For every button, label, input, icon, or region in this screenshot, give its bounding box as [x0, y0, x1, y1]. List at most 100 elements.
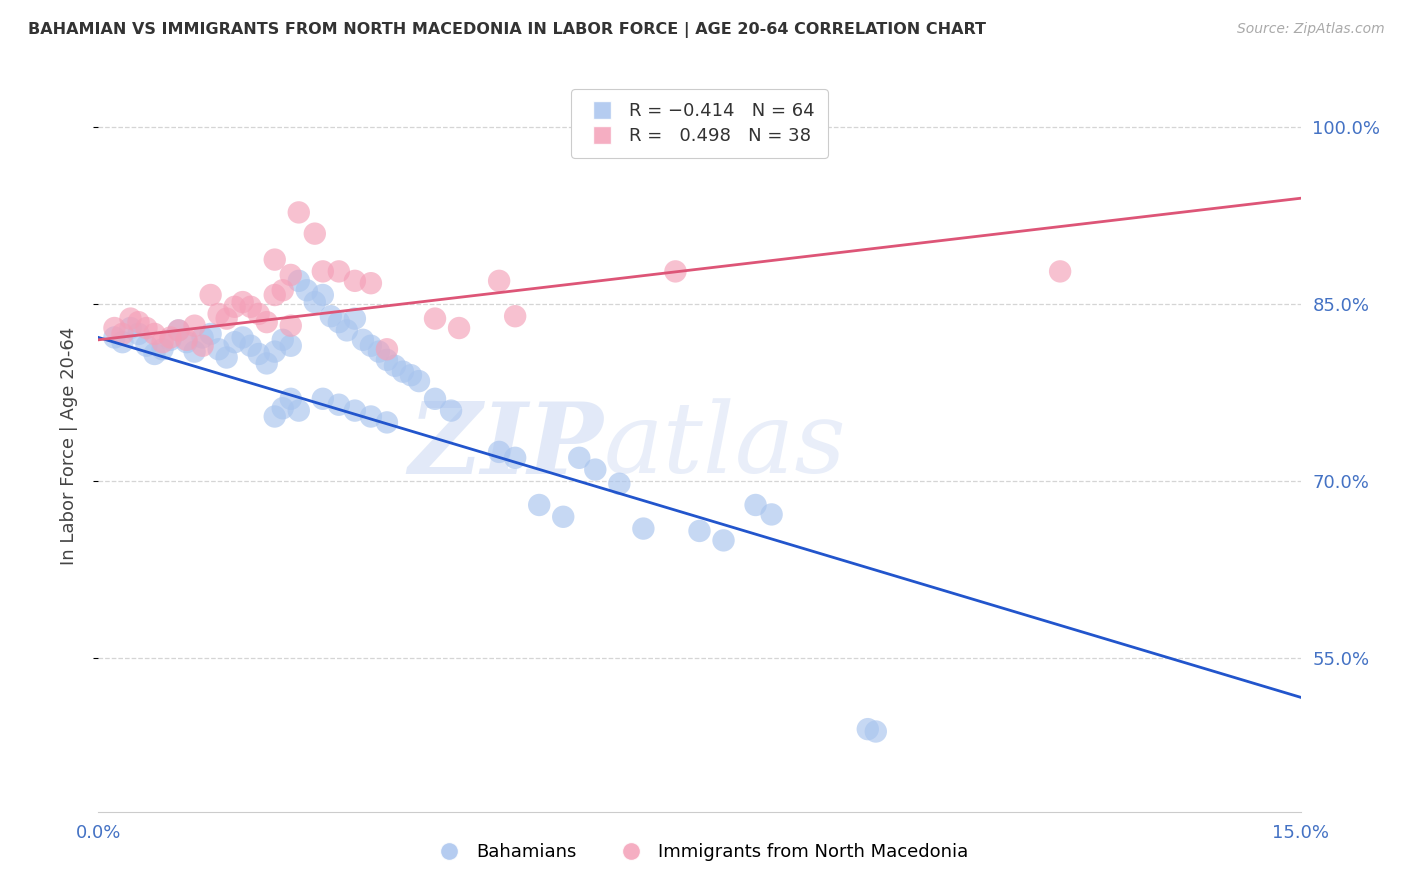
Point: [328, 315, 350, 329]
Point: [200, 326, 222, 341]
Point: [328, 264, 350, 278]
Point: [128, 326, 150, 341]
Point: [111, 335, 134, 350]
Point: [336, 323, 359, 337]
Point: [159, 330, 181, 344]
Point: [183, 344, 205, 359]
Point: [423, 311, 446, 326]
Text: BAHAMIAN VS IMMIGRANTS FROM NORTH MACEDONIA IN LABOR FORCE | AGE 20-64 CORRELATI: BAHAMIAN VS IMMIGRANTS FROM NORTH MACEDO…: [28, 22, 986, 38]
Point: [288, 274, 311, 288]
Point: [143, 347, 166, 361]
Point: [232, 330, 254, 344]
Point: [609, 476, 631, 491]
Point: [103, 330, 125, 344]
Point: [529, 498, 551, 512]
Point: [583, 462, 606, 476]
Point: [280, 392, 302, 406]
Point: [343, 403, 366, 417]
Legend: Bahamians, Immigrants from North Macedonia: Bahamians, Immigrants from North Macedon…: [423, 836, 976, 869]
Point: [280, 268, 302, 282]
Point: [503, 450, 526, 465]
Point: [384, 359, 406, 373]
Point: [865, 724, 887, 739]
Point: [208, 343, 231, 357]
Point: [200, 288, 222, 302]
Point: [295, 283, 318, 297]
Point: [224, 300, 246, 314]
Point: [288, 403, 311, 417]
Point: [111, 326, 134, 341]
Point: [224, 335, 246, 350]
Point: [488, 445, 510, 459]
Point: [271, 333, 294, 347]
Point: [152, 335, 174, 350]
Point: [360, 339, 382, 353]
Point: [128, 315, 150, 329]
Point: [152, 343, 174, 357]
Point: [375, 343, 398, 357]
Point: [664, 264, 686, 278]
Point: [352, 333, 374, 347]
Point: [191, 339, 214, 353]
Point: [319, 310, 342, 324]
Point: [256, 356, 278, 370]
Point: [568, 450, 591, 465]
Point: [375, 352, 398, 367]
Point: [312, 392, 335, 406]
Point: [247, 307, 270, 321]
Point: [375, 416, 398, 430]
Point: [761, 508, 783, 522]
Point: [271, 283, 294, 297]
Point: [392, 365, 415, 379]
Point: [239, 300, 262, 314]
Text: ZIP: ZIP: [408, 398, 603, 494]
Point: [288, 205, 311, 219]
Point: [399, 368, 422, 383]
Point: [304, 295, 326, 310]
Point: [135, 339, 157, 353]
Point: [263, 252, 285, 267]
Point: [215, 311, 238, 326]
Point: [488, 274, 510, 288]
Point: [280, 339, 302, 353]
Point: [447, 321, 470, 335]
Point: [239, 339, 262, 353]
Point: [304, 227, 326, 241]
Point: [263, 344, 285, 359]
Point: [167, 323, 190, 337]
Point: [408, 374, 430, 388]
Point: [423, 392, 446, 406]
Point: [120, 311, 142, 326]
Point: [143, 326, 166, 341]
Point: [167, 323, 190, 337]
Point: [633, 522, 655, 536]
Point: [744, 498, 766, 512]
Point: [135, 321, 157, 335]
Point: [343, 274, 366, 288]
Point: [256, 315, 278, 329]
Point: [343, 311, 366, 326]
Point: [215, 351, 238, 365]
Point: [856, 722, 879, 736]
Point: [183, 318, 205, 333]
Text: Source: ZipAtlas.com: Source: ZipAtlas.com: [1237, 22, 1385, 37]
Point: [360, 276, 382, 290]
Point: [263, 409, 285, 424]
Point: [713, 533, 735, 548]
Point: [191, 330, 214, 344]
Point: [247, 347, 270, 361]
Point: [103, 321, 125, 335]
Point: [263, 288, 285, 302]
Y-axis label: In Labor Force | Age 20-64: In Labor Force | Age 20-64: [59, 326, 77, 566]
Point: [271, 401, 294, 416]
Point: [312, 288, 335, 302]
Point: [280, 318, 302, 333]
Point: [312, 264, 335, 278]
Point: [553, 509, 575, 524]
Point: [689, 524, 711, 538]
Point: [208, 307, 231, 321]
Text: atlas: atlas: [603, 399, 846, 493]
Point: [440, 403, 463, 417]
Point: [1049, 264, 1071, 278]
Point: [120, 321, 142, 335]
